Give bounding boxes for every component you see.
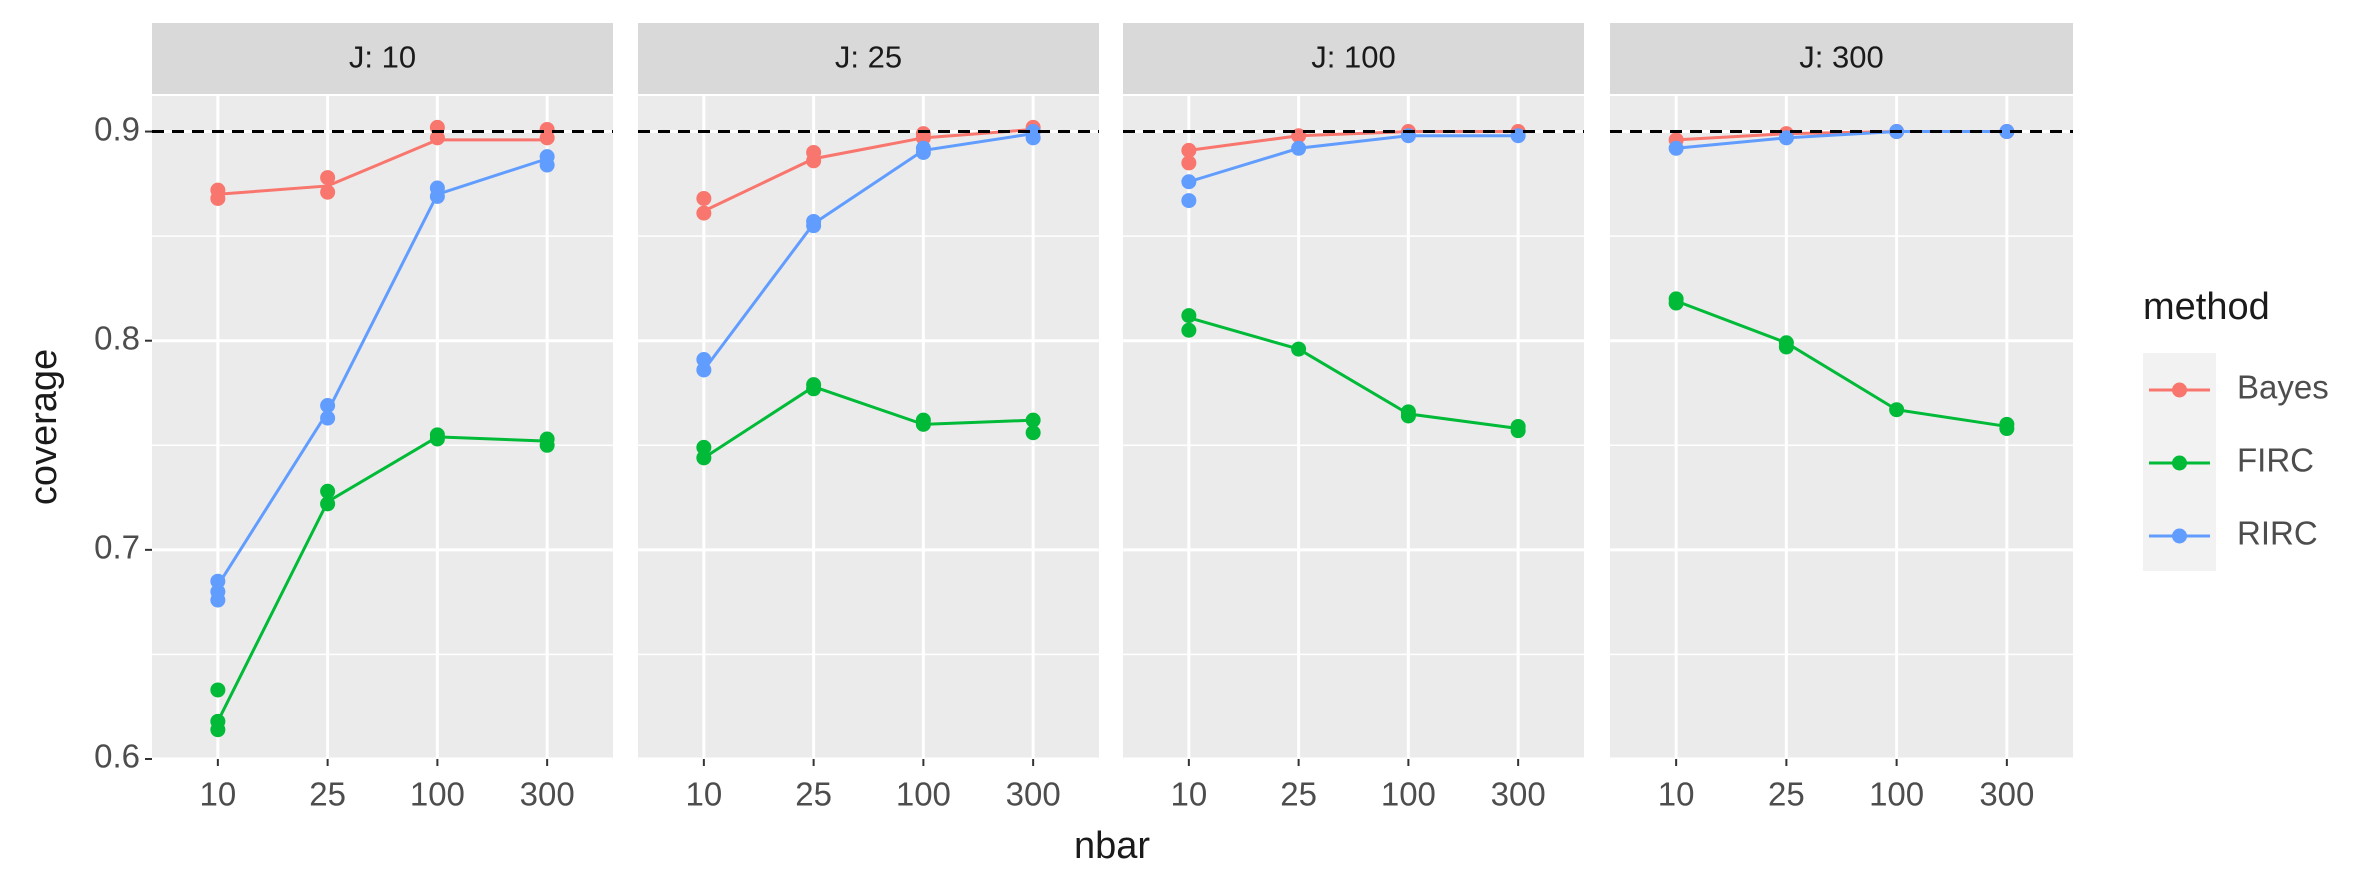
data-point [210,573,226,589]
strip [152,23,613,94]
y-axis-title: coverage [23,349,65,505]
data-point [1025,124,1041,140]
data-point [696,190,712,206]
x-tick-label: 25 [1280,776,1317,813]
y-tick-label: 0.6 [94,738,140,775]
panel-title: J: 10 [349,40,416,75]
data-point [210,713,226,729]
data-point [320,483,336,499]
data-point [1889,402,1905,418]
x-tick-label: 25 [1768,776,1805,813]
series-line [703,385,1034,460]
data-point [1181,193,1197,209]
data-point [429,427,445,443]
series-line [216,157,548,587]
data-point [1181,155,1197,171]
data-point [1181,142,1197,158]
data-point [1510,418,1526,434]
data-point [915,412,931,428]
series-line [1188,316,1519,431]
data-point [429,130,445,146]
data-point [320,184,336,200]
x-tick-label: 300 [1491,776,1546,813]
data-point [320,170,336,186]
data-point [539,431,555,447]
panel-title: J: 100 [1311,40,1395,75]
x-tick-label: 100 [410,776,465,813]
legend-key-point [2172,382,2187,398]
data-point [320,496,336,512]
data-point [1291,341,1307,357]
legend-key-point [2172,528,2187,544]
data-point [1668,140,1684,156]
data-point [696,205,712,221]
panel [1610,96,2073,759]
data-point [1999,416,2015,432]
x-tick-label: 25 [309,776,346,813]
panel-title: J: 300 [1799,40,1883,75]
data-point [1999,124,2015,140]
data-point [696,352,712,368]
strip [638,23,1099,94]
data-point [1181,322,1197,338]
data-point [320,398,336,414]
panel-title: J: 25 [835,40,902,75]
data-point [806,144,822,160]
legend-label: FIRC [2237,442,2314,479]
data-point [915,126,931,142]
data-point [696,450,712,466]
series-line [217,138,548,196]
y-tick-label: 0.8 [94,319,140,356]
data-point [1181,308,1197,324]
legend-label: Bayes [2237,369,2329,406]
data-point [696,362,712,378]
series-line [1188,134,1519,184]
x-tick-label: 100 [896,776,951,813]
data-point [210,682,226,698]
x-axis-title: nbar [1074,825,1150,867]
x-tick-label: 300 [1006,776,1061,813]
data-point [1668,291,1684,307]
data-point [1778,130,1794,146]
data-point [1291,140,1307,156]
x-tick-label: 300 [520,776,575,813]
data-point [210,584,226,600]
data-point [1778,335,1794,351]
series-line [703,127,1034,213]
data-point [210,182,226,198]
data-point [1025,412,1041,428]
data-point [806,213,822,229]
data-point [539,121,555,137]
strip [1123,23,1584,94]
legend-label: RIRC [2237,515,2318,552]
x-tick-label: 25 [795,776,832,813]
y-tick-label: 0.9 [94,110,140,147]
series-line [702,132,1034,371]
strip [1610,23,2073,94]
x-tick-label: 10 [685,776,722,813]
data-point [915,140,931,156]
data-point [320,410,336,426]
data-point [1400,404,1416,420]
legend-key-point [2172,455,2187,471]
data-point [1181,174,1197,190]
x-tick-label: 100 [1381,776,1436,813]
x-tick-label: 10 [199,776,236,813]
data-point [539,149,555,165]
data-point [696,439,712,455]
data-point [429,180,445,196]
series-line [1675,299,2008,428]
x-tick-label: 10 [1170,776,1207,813]
data-point [806,377,822,393]
x-tick-label: 10 [1658,776,1695,813]
x-tick-label: 100 [1869,776,1924,813]
panel [152,96,613,759]
data-point [1025,425,1041,441]
y-tick-label: 0.7 [94,529,140,566]
series-line [216,435,548,723]
x-tick-label: 300 [1979,776,2034,813]
legend-title: method [2143,286,2270,328]
